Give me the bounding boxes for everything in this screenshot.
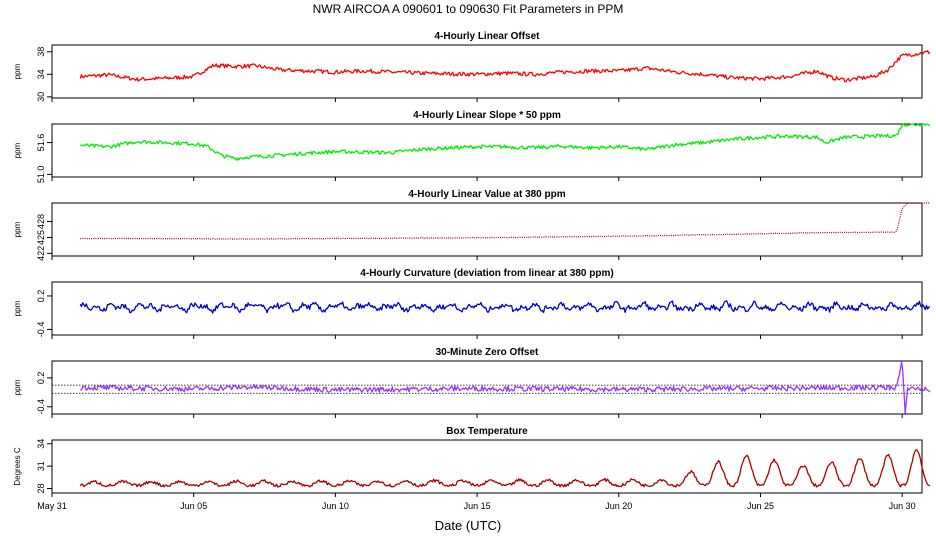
plot-frame bbox=[51, 202, 923, 257]
series-line bbox=[79, 50, 931, 83]
series-line bbox=[80, 123, 931, 161]
y-tick-label: 425 bbox=[36, 230, 46, 245]
series-line bbox=[80, 202, 930, 240]
y-tick-label: 0.2 bbox=[36, 372, 46, 385]
y-tick-label: 38 bbox=[36, 47, 46, 57]
x-tick-label: Jun 30 bbox=[889, 501, 916, 511]
y-axis-label: Degrees C bbox=[13, 447, 22, 485]
panel-1: 4-Hourly Linear Offset 30 34 38 ppm bbox=[13, 31, 931, 102]
y-tick-label: 51.6 bbox=[36, 134, 46, 152]
x-tick-label: Jun 05 bbox=[180, 501, 207, 511]
y-tick-label: 51.0 bbox=[36, 166, 46, 184]
x-tick-label: Jun 15 bbox=[464, 501, 491, 511]
y-tick-label: 422 bbox=[36, 246, 46, 261]
y-axis-label: ppm bbox=[13, 221, 22, 237]
series-line bbox=[79, 449, 931, 488]
figure-title: NWR AIRCOA A 090601 to 090630 Fit Parame… bbox=[313, 2, 624, 16]
y-tick-label: 34 bbox=[36, 69, 46, 79]
panel-5: 30-Minute Zero Offset -0.4 0.2 ppm bbox=[13, 347, 931, 418]
panel-title: 4-Hourly Linear Offset bbox=[434, 31, 540, 42]
series-line bbox=[79, 300, 931, 314]
panel-3: 4-Hourly Linear Value at 380 ppm 42242542… bbox=[13, 189, 930, 261]
panel-title: Box Temperature bbox=[446, 426, 528, 437]
y-tick-label: -0.4 bbox=[36, 399, 46, 415]
plot-frame bbox=[51, 44, 923, 99]
panel-2: 4-Hourly Linear Slope * 50 ppm 51.0 51.6 pp… bbox=[13, 110, 931, 184]
panel-title: 30-Minute Zero Offset bbox=[436, 347, 539, 358]
y-axis-label: ppm bbox=[13, 63, 22, 79]
y-tick-label: 31 bbox=[36, 461, 46, 471]
panel-title: 4-Hourly Linear Value at 380 ppm bbox=[408, 189, 565, 200]
plot-frame bbox=[51, 123, 923, 178]
panel-4: 4-Hourly Curvature (deviation from linea… bbox=[13, 268, 931, 339]
x-axis-label: Date (UTC) bbox=[435, 518, 501, 533]
y-tick-label: 28 bbox=[36, 484, 46, 494]
y-axis-label: ppm bbox=[13, 142, 22, 158]
y-tick-label: 0.2 bbox=[36, 290, 46, 303]
x-tick-label: Jun 25 bbox=[747, 501, 774, 511]
panel-title: 4-Hourly Curvature (deviation from linea… bbox=[360, 268, 613, 279]
panel-6: Box Temperature 28 31 34 Degrees C bbox=[13, 426, 931, 497]
y-axis-label: ppm bbox=[13, 379, 22, 395]
x-tick-label: May 31 bbox=[37, 501, 67, 511]
y-axis-label: ppm bbox=[13, 300, 22, 316]
plot-frame bbox=[51, 281, 923, 336]
y-tick-label: -0.4 bbox=[36, 322, 46, 338]
series-line bbox=[80, 361, 931, 414]
y-tick-label: 34 bbox=[36, 439, 46, 449]
x-tick-label: Jun 10 bbox=[322, 501, 349, 511]
panels: 4-Hourly Linear Offset303438ppm4-Hourly … bbox=[13, 31, 931, 497]
x-tick-label: Jun 20 bbox=[605, 501, 632, 511]
x-axis: May 31 Jun 05 Jun 10 Jun 15 Jun 20 Jun 25 Jun … bbox=[37, 501, 915, 511]
panel-title: 4-Hourly Linear Slope * 50 ppm bbox=[413, 110, 561, 121]
y-tick-label: 30 bbox=[36, 92, 46, 102]
y-tick-label: 428 bbox=[36, 214, 46, 229]
